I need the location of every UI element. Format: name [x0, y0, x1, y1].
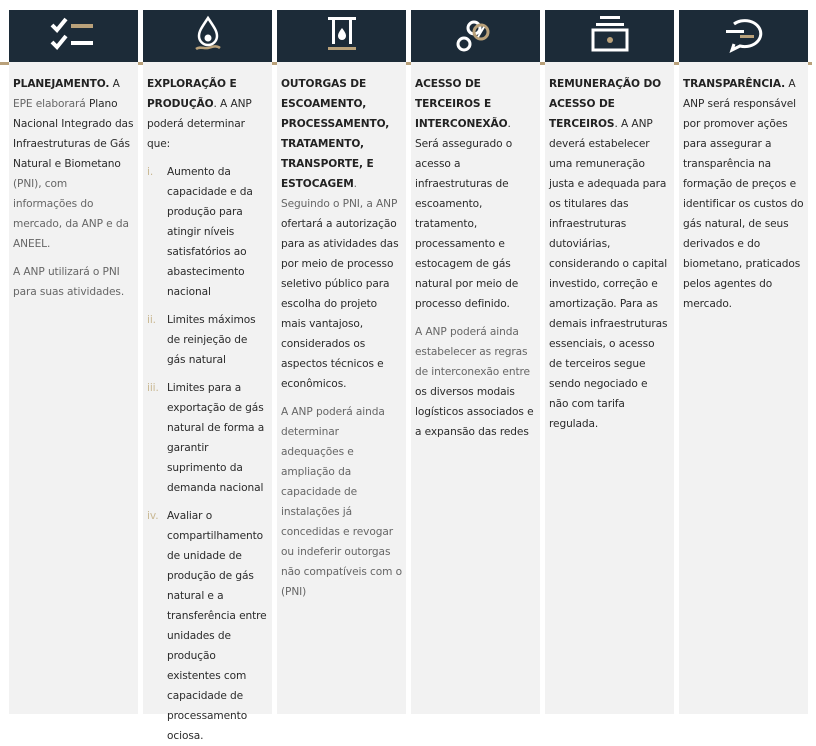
- list-item-text: Limites máximos de reinjeção de gás natu…: [167, 314, 256, 366]
- text-run: A ANP será responsável por promover açõe…: [683, 78, 804, 310]
- oil-drop-flame-icon: [188, 14, 228, 58]
- column-4: ACESSO DE TERCEIROS E INTERCONEXÃO. Será…: [411, 10, 540, 714]
- paragraph: ACESSO DE TERCEIROS E INTERCONEXÃO. Será…: [415, 74, 536, 314]
- column-2: EXPLORAÇÃO E PRODUÇÃO. A ANP poderá dete…: [143, 10, 272, 742]
- gold-divider-line: [0, 62, 812, 65]
- text-run: . A ANP deverá estabelecer uma remuneraç…: [549, 118, 668, 430]
- paragraph: OUTORGAS DE ESCOAMENTO, PROCESSAMENTO, T…: [281, 74, 402, 394]
- column-3: OUTORGAS DE ESCOAMENTO, PROCESSAMENTO, T…: [277, 10, 406, 714]
- paragraph: A ANP poderá ainda estabelecer as regras…: [415, 322, 536, 442]
- text-run: EPE elaborará: [13, 98, 86, 110]
- text-run: . A ANP poderá determinar que:: [147, 98, 252, 150]
- column-6: TRANSPARÊNCIA. A ANP será responsável po…: [679, 10, 808, 714]
- interconnection-rings-icon: [454, 14, 498, 58]
- column-header: [411, 10, 540, 62]
- text-run: TRANSPARÊNCIA.: [683, 78, 786, 90]
- paragraph: EXPLORAÇÃO E PRODUÇÃO. A ANP poderá dete…: [147, 74, 268, 154]
- cash-register-icon: [588, 14, 632, 58]
- text-run: ofertará a autorização para as atividade…: [281, 218, 399, 390]
- text-run: REMUNERAÇÃO DO ACESSO DE TERCEIROS: [549, 78, 662, 130]
- list-number: iv.: [147, 510, 159, 522]
- column-header: [9, 10, 138, 62]
- text-run: os diversos modais logísticos associados…: [415, 386, 534, 438]
- column-text: EXPLORAÇÃO E PRODUÇÃO. A ANP poderá dete…: [143, 62, 272, 746]
- list-item-text: Limites para a exportação de gás natural…: [167, 382, 265, 494]
- text-run: . Será assegurado o acesso a infraestrut…: [415, 118, 519, 310]
- column-1: PLANEJAMENTO. A EPE elaborará Plano Naci…: [9, 10, 138, 714]
- list-item-text: Aumento da capacidade e da produção para…: [167, 166, 253, 298]
- numbered-list: i. Aumento da capacidade e da produção pa…: [147, 162, 268, 746]
- column-text: PLANEJAMENTO. A EPE elaborará Plano Naci…: [9, 62, 138, 302]
- paragraph: A ANP poderá ainda determinar adequações…: [281, 402, 402, 602]
- column-text: ACESSO DE TERCEIROS E INTERCONEXÃO. Será…: [411, 62, 540, 442]
- text-run: ACESSO DE TERCEIROS E INTERCONEXÃO: [415, 78, 508, 130]
- list-item: i. Aumento da capacidade e da produção pa…: [147, 162, 268, 302]
- list-item: iii. Limites para a exportação de gás nat…: [147, 378, 268, 498]
- column-header: [143, 10, 272, 62]
- column-header: [545, 10, 674, 62]
- text-run: A ANP poderá ainda determinar adequações…: [281, 406, 402, 598]
- list-number: i.: [147, 166, 154, 178]
- checklist-icon: [47, 15, 101, 57]
- column-header: [277, 10, 406, 62]
- text-run: A ANP utilizará o PNI para suas atividad…: [13, 266, 125, 298]
- list-number: iii.: [147, 382, 159, 394]
- text-run: Plano Nacional Integrado das Infraestrut…: [13, 98, 134, 170]
- paragraph: REMUNERAÇÃO DO ACESSO DE TERCEIROS. A AN…: [549, 74, 670, 434]
- speech-bubble-icon: [722, 14, 766, 58]
- list-number: ii.: [147, 314, 156, 326]
- text-run: EXPLORAÇÃO E PRODUÇÃO: [147, 78, 237, 110]
- text-run: A ANP poderá ainda estabelecer as regras…: [415, 326, 530, 378]
- storage-tank-icon: [322, 14, 362, 58]
- column-5: REMUNERAÇÃO DO ACESSO DE TERCEIROS. A AN…: [545, 10, 674, 714]
- text-run: A: [109, 78, 120, 90]
- column-text: REMUNERAÇÃO DO ACESSO DE TERCEIROS. A AN…: [545, 62, 674, 434]
- paragraph: PLANEJAMENTO. A EPE elaborará Plano Naci…: [13, 74, 134, 254]
- text-run: . Seguindo o PNI, a ANP: [281, 178, 398, 210]
- column-text: OUTORGAS DE ESCOAMENTO, PROCESSAMENTO, T…: [277, 62, 406, 602]
- list-item: ii. Limites máximos de reinjeção de gás n…: [147, 310, 268, 370]
- text-run: (PNI), com informações do mercado, da AN…: [13, 178, 129, 250]
- list-item: iv. Avaliar o compartilhamento de unidade…: [147, 506, 268, 746]
- paragraph: A ANP utilizará o PNI para suas atividad…: [13, 262, 134, 302]
- column-header: [679, 10, 808, 62]
- paragraph: TRANSPARÊNCIA. A ANP será responsável po…: [683, 74, 804, 314]
- list-item-text: Avaliar o compartilhamento de unidade de…: [167, 510, 267, 742]
- text-run: PLANEJAMENTO.: [13, 78, 110, 90]
- text-run: OUTORGAS DE ESCOAMENTO, PROCESSAMENTO, T…: [281, 78, 390, 190]
- column-text: TRANSPARÊNCIA. A ANP será responsável po…: [679, 62, 808, 314]
